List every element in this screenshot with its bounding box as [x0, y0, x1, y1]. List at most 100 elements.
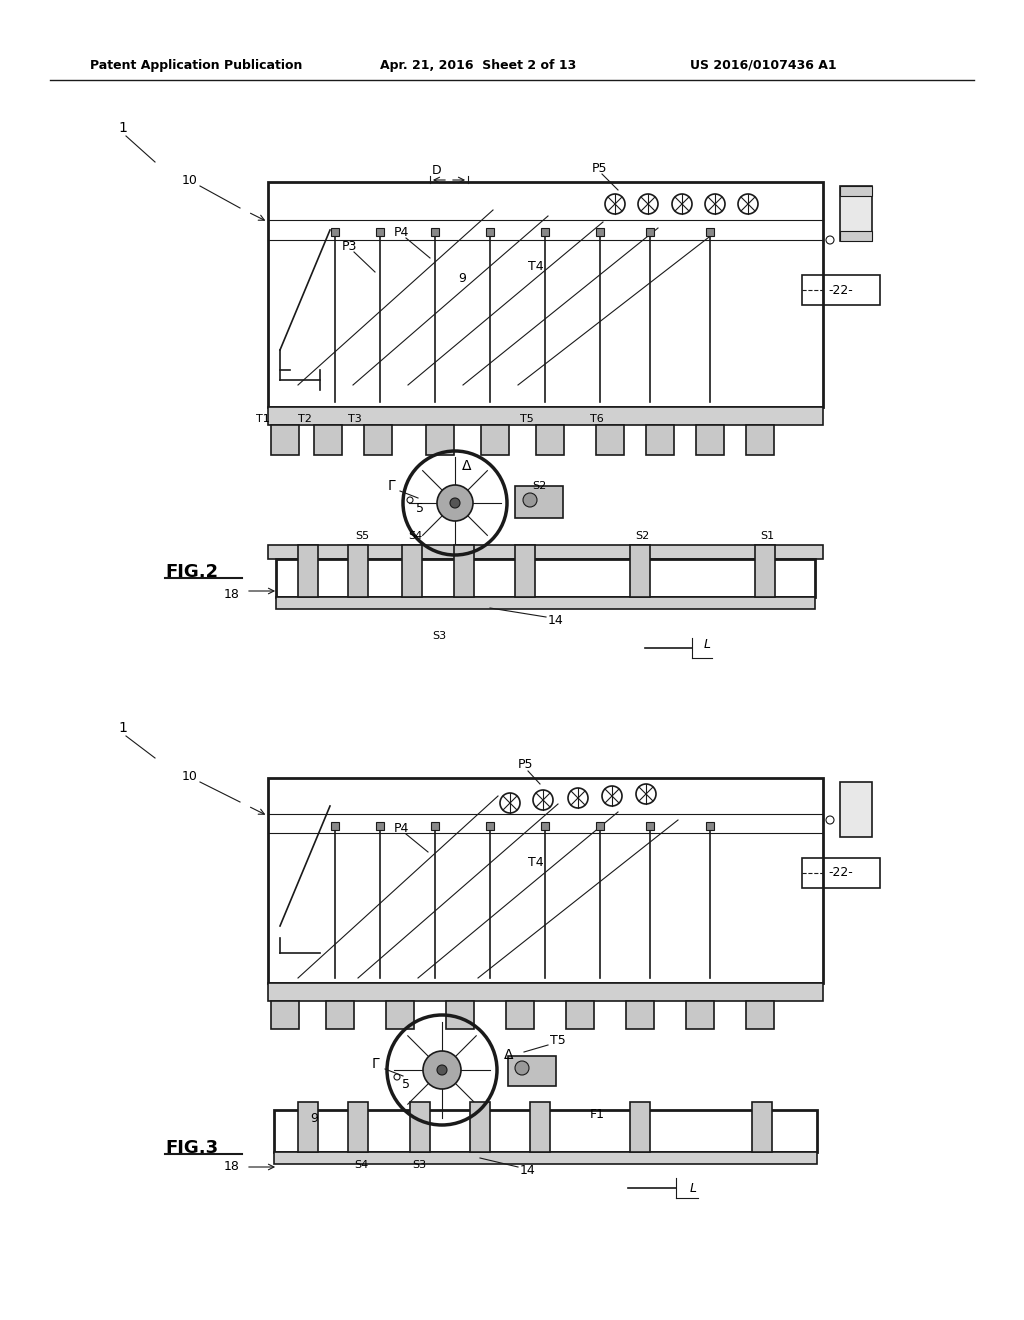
Text: S4: S4 — [408, 531, 422, 541]
Bar — [314, 425, 342, 455]
Text: Δ: Δ — [462, 459, 471, 473]
Text: FIG.3: FIG.3 — [165, 1139, 218, 1158]
Bar — [566, 1001, 594, 1030]
Text: 10: 10 — [182, 173, 198, 186]
Text: T4: T4 — [528, 260, 544, 272]
Bar — [508, 1056, 556, 1086]
Bar — [515, 486, 563, 517]
Text: F1: F1 — [590, 1109, 605, 1122]
Text: S2: S2 — [532, 480, 546, 491]
Bar — [274, 1110, 817, 1152]
Text: 9: 9 — [458, 272, 466, 285]
Text: P5: P5 — [518, 759, 534, 771]
Bar — [840, 186, 872, 242]
Text: FIG.2: FIG.2 — [165, 564, 218, 581]
Bar — [402, 545, 422, 597]
Text: Γ: Γ — [388, 479, 395, 492]
Bar — [271, 425, 299, 455]
Bar — [746, 1001, 774, 1030]
Bar — [276, 558, 815, 597]
Bar — [596, 228, 604, 236]
Text: Γ: Γ — [372, 1057, 380, 1071]
Circle shape — [423, 1051, 461, 1089]
Bar — [454, 545, 474, 597]
Bar — [268, 545, 823, 558]
Text: 5: 5 — [416, 502, 424, 515]
Text: -22-: -22- — [828, 866, 853, 879]
Text: P4: P4 — [394, 821, 410, 834]
Text: L: L — [690, 1181, 697, 1195]
Text: T5: T5 — [520, 414, 534, 424]
Circle shape — [450, 498, 460, 508]
Bar — [386, 1001, 414, 1030]
Bar — [364, 425, 392, 455]
Bar — [410, 1102, 430, 1152]
Text: D: D — [432, 164, 441, 177]
Bar — [646, 425, 674, 455]
Text: T6: T6 — [590, 414, 604, 424]
Bar — [326, 1001, 354, 1030]
Bar — [348, 1102, 368, 1152]
Bar — [331, 822, 339, 830]
Circle shape — [523, 492, 537, 507]
Bar — [274, 1152, 817, 1164]
Text: 14: 14 — [548, 614, 564, 627]
Bar — [802, 275, 880, 305]
Text: 1: 1 — [118, 121, 127, 135]
Text: 9: 9 — [310, 1111, 317, 1125]
Bar — [271, 1001, 299, 1030]
Bar — [536, 425, 564, 455]
Text: S4: S4 — [354, 1160, 369, 1170]
Bar — [646, 228, 654, 236]
Text: Apr. 21, 2016  Sheet 2 of 13: Apr. 21, 2016 Sheet 2 of 13 — [380, 58, 577, 71]
Text: T1: T1 — [256, 414, 269, 424]
Bar — [530, 1102, 550, 1152]
Text: 1: 1 — [118, 721, 127, 735]
Text: S3: S3 — [432, 631, 446, 642]
Bar — [481, 425, 509, 455]
Text: T3: T3 — [348, 414, 361, 424]
Text: Δ: Δ — [504, 1048, 513, 1063]
Text: -22-: -22- — [828, 284, 853, 297]
Bar — [376, 822, 384, 830]
Text: 18: 18 — [224, 1160, 240, 1173]
Bar — [802, 858, 880, 888]
Text: 18: 18 — [224, 587, 240, 601]
Bar — [298, 1102, 318, 1152]
Bar — [840, 781, 872, 837]
Bar — [268, 983, 823, 1001]
Text: S3: S3 — [412, 1160, 426, 1170]
Bar — [486, 822, 494, 830]
Text: 10: 10 — [182, 770, 198, 783]
Bar — [431, 822, 439, 830]
Bar — [268, 407, 823, 425]
Bar — [268, 777, 823, 983]
Bar — [331, 228, 339, 236]
Text: S5: S5 — [355, 531, 369, 541]
Circle shape — [437, 484, 473, 521]
Bar — [596, 822, 604, 830]
Bar — [426, 425, 454, 455]
Bar — [706, 228, 714, 236]
Text: 14: 14 — [520, 1163, 536, 1176]
Bar — [626, 1001, 654, 1030]
Bar — [431, 228, 439, 236]
Text: S1: S1 — [760, 531, 774, 541]
Text: 5: 5 — [402, 1078, 410, 1092]
Bar — [646, 822, 654, 830]
Bar — [630, 545, 650, 597]
Circle shape — [437, 1065, 447, 1074]
Bar — [348, 545, 368, 597]
Bar — [470, 1102, 490, 1152]
Bar — [515, 545, 535, 597]
Text: Patent Application Publication: Patent Application Publication — [90, 58, 302, 71]
Bar — [541, 228, 549, 236]
Bar — [506, 1001, 534, 1030]
Bar — [840, 231, 872, 242]
Bar — [276, 597, 815, 609]
Circle shape — [515, 1061, 529, 1074]
Text: L: L — [705, 638, 711, 651]
Bar — [596, 425, 624, 455]
Bar — [706, 822, 714, 830]
Bar — [298, 545, 318, 597]
